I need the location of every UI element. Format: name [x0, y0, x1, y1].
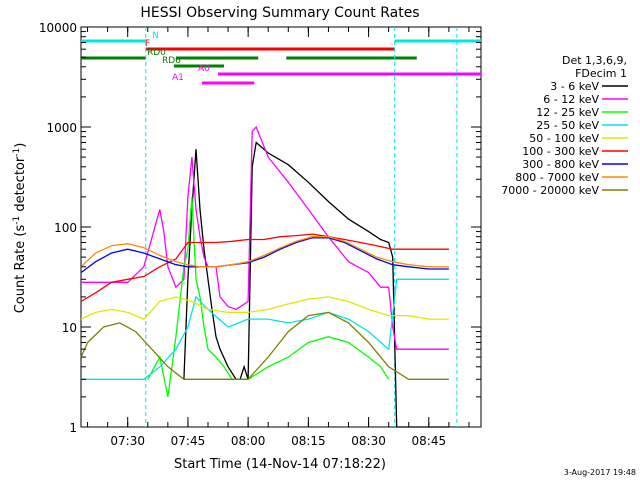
legend-header-line2: FDecim 1	[575, 67, 627, 80]
flag-label-a1: A1	[172, 73, 184, 83]
series-line-2	[147, 196, 390, 398]
flag-label-n: N	[152, 31, 159, 41]
x-tick-label-1: 07:45	[171, 434, 206, 448]
y-tick-label-4: 10000	[39, 21, 77, 35]
legend-header-line1: Det 1,3,6,9,	[562, 54, 627, 67]
flag-label-f: F	[145, 39, 150, 49]
x-tick-label-2: 08:00	[231, 434, 266, 448]
x-axis-label: Start Time (14-Nov-14 07:18:22)	[174, 457, 386, 472]
y-axis-label-main: Count Rate (s	[13, 225, 28, 314]
y-axis-label-mid: detector	[13, 156, 28, 216]
legend-label-5: 100 - 300 keV	[522, 145, 599, 158]
series-line-8	[80, 311, 449, 380]
series-line-4	[80, 296, 449, 320]
y-axis-label: Count Rate (s-1 detector-1)	[12, 143, 28, 314]
plot-frame	[80, 26, 482, 428]
series-line-5	[80, 233, 449, 303]
legend-label-4: 50 - 100 keV	[529, 132, 599, 145]
x-axis-ticks: 07:30 07:45 08:00 08:15 08:30 08:45	[87, 27, 470, 448]
y-tick-label-0: 1	[69, 421, 77, 435]
y-tick-label-2: 100	[54, 221, 77, 235]
x-tick-label-3: 08:15	[291, 434, 326, 448]
legend-label-3: 25 - 50 keV	[536, 119, 599, 132]
flag-label-a0: A0	[198, 64, 210, 74]
series-line-6	[80, 237, 449, 274]
x-tick-label-0: 07:30	[110, 434, 145, 448]
y-axis-label-end: )	[13, 143, 28, 148]
chart-title: HESSI Observing Summary Count Rates	[140, 5, 419, 21]
y-tick-label-3: 1000	[46, 121, 77, 135]
legend-label-7: 800 - 7000 keV	[515, 171, 599, 184]
x-tick-label-5: 08:45	[412, 434, 447, 448]
flag-label-rd6: RD6	[162, 56, 181, 66]
x-tick-label-4: 08:30	[351, 434, 386, 448]
series-line-1	[81, 125, 449, 350]
timestamp: 3-Aug-2017 19:48	[564, 468, 636, 477]
flag-label-rd0: RD0	[147, 48, 166, 58]
y-axis-label-sup2: -1	[12, 148, 22, 157]
y-tick-label-1: 10	[62, 321, 77, 335]
legend-label-8: 7000 - 20000 keV	[501, 184, 599, 197]
legend-label-2: 12 - 25 keV	[536, 106, 599, 119]
legend-label-6: 300 - 800 keV	[522, 158, 599, 171]
legend-label-1: 6 - 12 keV	[543, 93, 599, 106]
series-line-7	[80, 236, 449, 268]
y-axis-ticks: 1 10 100 1000 10000	[39, 21, 481, 435]
series-line-3	[81, 278, 449, 380]
series-line-0	[183, 141, 449, 428]
legend-label-0: 3 - 6 keV	[550, 80, 599, 93]
y-axis-label-sup1: -1	[12, 216, 22, 225]
series-group	[80, 125, 449, 428]
